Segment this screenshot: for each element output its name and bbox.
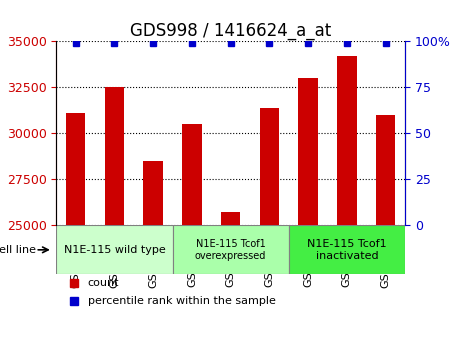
Bar	[56, 225, 172, 274]
Title: GDS998 / 1416624_a_at: GDS998 / 1416624_a_at	[130, 22, 331, 40]
Bar	[376, 115, 395, 345]
Text: N1E-115 wild type: N1E-115 wild type	[63, 245, 165, 255]
Bar	[260, 108, 279, 345]
Bar	[221, 213, 240, 345]
Bar	[105, 87, 124, 345]
Bar	[182, 124, 202, 345]
Text: N1E-115 Tcof1
overexpressed: N1E-115 Tcof1 overexpressed	[195, 239, 266, 260]
Bar	[289, 225, 405, 274]
Text: count: count	[88, 277, 119, 287]
Bar	[172, 225, 289, 274]
Bar	[144, 161, 163, 345]
Bar	[298, 78, 318, 345]
Text: percentile rank within the sample: percentile rank within the sample	[88, 296, 275, 306]
Text: N1E-115 Tcof1
inactivated: N1E-115 Tcof1 inactivated	[307, 239, 387, 260]
Bar	[337, 56, 356, 345]
Bar	[66, 113, 86, 345]
Text: cell line: cell line	[0, 245, 36, 255]
